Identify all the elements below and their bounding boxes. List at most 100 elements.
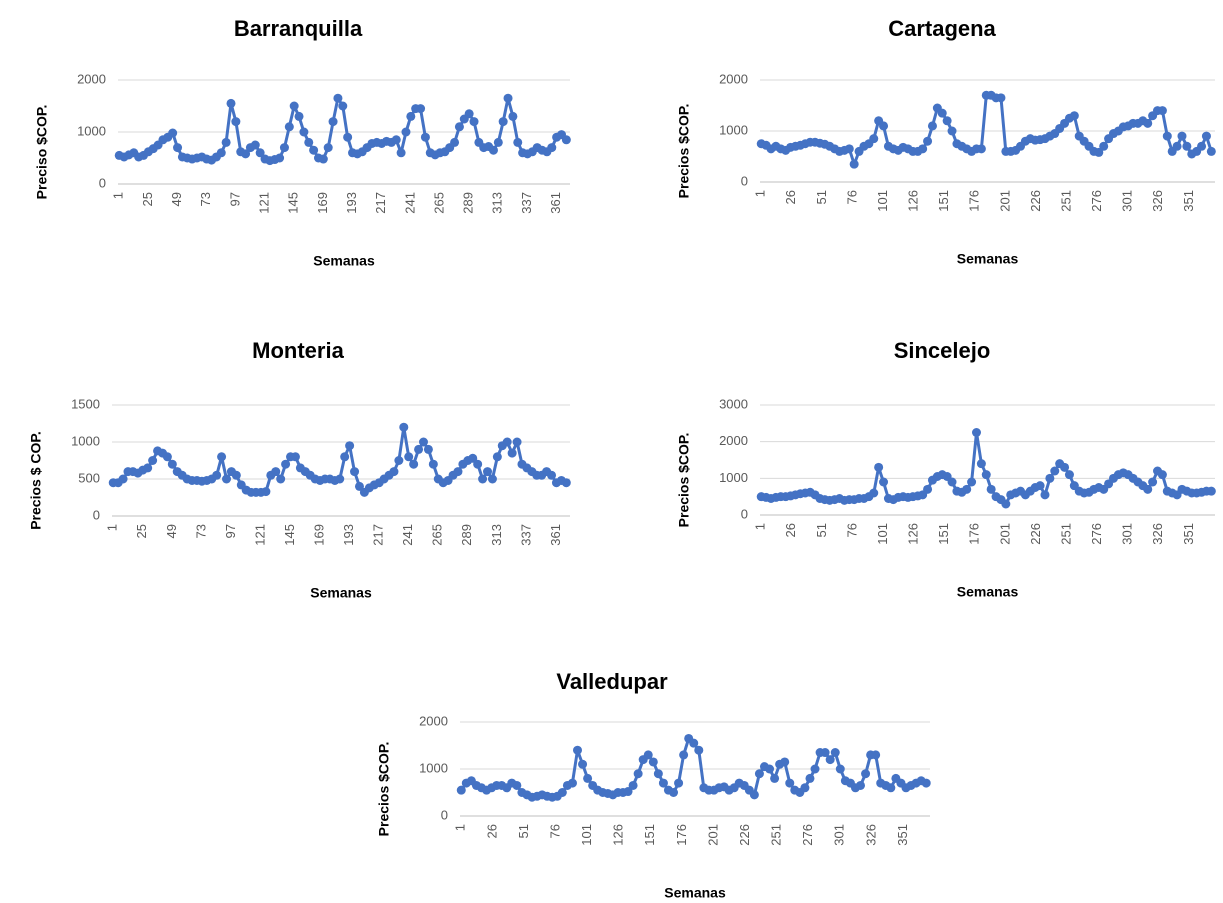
data-point xyxy=(679,750,689,760)
x-tick-label: 326 xyxy=(1150,190,1165,212)
y-tick-label: 1500 xyxy=(71,396,100,411)
data-point xyxy=(456,785,466,795)
y-tick-label: 2000 xyxy=(719,433,748,448)
data-point xyxy=(289,101,299,111)
data-point xyxy=(217,452,227,462)
y-tick-label: 1000 xyxy=(719,470,748,485)
data-point xyxy=(338,101,348,111)
x-tick-label: 251 xyxy=(769,824,784,846)
x-tick-label: 265 xyxy=(431,192,446,214)
x-tick-label: 289 xyxy=(461,192,476,214)
data-point xyxy=(921,778,931,788)
data-point xyxy=(343,132,353,142)
data-point xyxy=(231,470,241,480)
data-point xyxy=(284,122,294,132)
data-point xyxy=(1060,462,1070,472)
data-point xyxy=(290,452,300,462)
data-point xyxy=(810,764,820,774)
data-point xyxy=(401,127,411,137)
x-tick-label: 337 xyxy=(518,524,533,546)
data-point xyxy=(453,467,463,477)
x-tick-label: 176 xyxy=(674,824,689,846)
x-tick-label: 73 xyxy=(198,192,213,206)
x-tick-label: 351 xyxy=(895,824,910,846)
x-tick-label: 101 xyxy=(875,523,890,545)
x-tick-label: 51 xyxy=(814,523,829,537)
data-point xyxy=(754,769,764,779)
x-tick-label: 25 xyxy=(140,192,155,206)
x-tick-label: 26 xyxy=(783,190,798,204)
data-point xyxy=(1206,146,1216,156)
x-tick-label: 313 xyxy=(489,524,504,546)
data-point xyxy=(689,738,699,748)
x-tick-label: 97 xyxy=(223,524,238,538)
data-point xyxy=(923,484,933,494)
data-point xyxy=(493,137,503,147)
x-tick-label: 226 xyxy=(1028,523,1043,545)
x-tick-label: 276 xyxy=(1089,190,1104,212)
data-point xyxy=(694,745,704,755)
x-tick-label: 217 xyxy=(371,524,386,546)
x-axis-label: Semanas xyxy=(664,885,726,901)
x-tick-label: 76 xyxy=(844,523,859,537)
data-point xyxy=(623,787,633,797)
data-point xyxy=(512,437,522,447)
data-point xyxy=(962,484,972,494)
y-axis-label: Precios $COP. xyxy=(676,433,692,528)
data-point xyxy=(508,111,518,121)
data-point xyxy=(648,757,658,767)
data-point xyxy=(785,778,795,788)
x-tick-label: 361 xyxy=(548,524,563,546)
data-point xyxy=(464,109,474,119)
y-tick-label: 2000 xyxy=(77,71,106,86)
data-point xyxy=(869,134,879,144)
x-tick-label: 121 xyxy=(252,524,267,546)
data-point xyxy=(309,145,319,155)
data-point xyxy=(404,452,414,462)
x-tick-label: 201 xyxy=(705,824,720,846)
y-tick-label: 1000 xyxy=(71,433,100,448)
data-point xyxy=(1206,486,1216,496)
data-point xyxy=(825,755,835,765)
data-point xyxy=(231,117,241,127)
data-point xyxy=(976,144,986,154)
data-point xyxy=(805,773,815,783)
data-point xyxy=(513,137,523,147)
x-tick-label: 251 xyxy=(1058,523,1073,545)
y-tick-label: 1000 xyxy=(77,123,106,138)
data-point xyxy=(318,154,328,164)
x-tick-label: 193 xyxy=(344,192,359,214)
data-point xyxy=(512,780,522,790)
data-point xyxy=(354,481,364,491)
x-tick-label: 145 xyxy=(286,192,301,214)
data-point xyxy=(567,778,577,788)
data-point xyxy=(335,474,345,484)
data-point xyxy=(345,441,355,451)
x-tick-label: 49 xyxy=(169,192,184,206)
data-point xyxy=(1001,499,1011,509)
y-axis-label: Preciso $COP. xyxy=(34,105,50,200)
data-point xyxy=(394,456,404,465)
x-tick-label: 26 xyxy=(484,824,499,838)
data-point xyxy=(1172,141,1182,151)
data-point xyxy=(923,136,933,146)
y-tick-label: 1000 xyxy=(719,122,748,137)
data-point xyxy=(167,459,177,469)
data-point xyxy=(937,108,947,118)
data-point xyxy=(669,788,679,797)
x-tick-label: 301 xyxy=(832,824,847,846)
data-point xyxy=(557,788,567,797)
data-point xyxy=(406,111,416,121)
data-point xyxy=(1045,473,1055,483)
x-tick-label: 201 xyxy=(997,190,1012,212)
data-point xyxy=(1157,106,1167,116)
x-tick-label: 76 xyxy=(844,190,859,204)
chart-panel: Monteria 0 500 1000 1500 1 25 49 73 97 121 145 169 19… xyxy=(28,338,571,601)
x-tick-label: 193 xyxy=(341,524,356,546)
x-tick-label: 169 xyxy=(312,524,327,546)
x-tick-label: 265 xyxy=(430,524,445,546)
data-point xyxy=(168,128,178,138)
data-point xyxy=(1197,141,1207,151)
x-tick-label: 1 xyxy=(111,192,126,199)
data-point xyxy=(874,462,884,472)
